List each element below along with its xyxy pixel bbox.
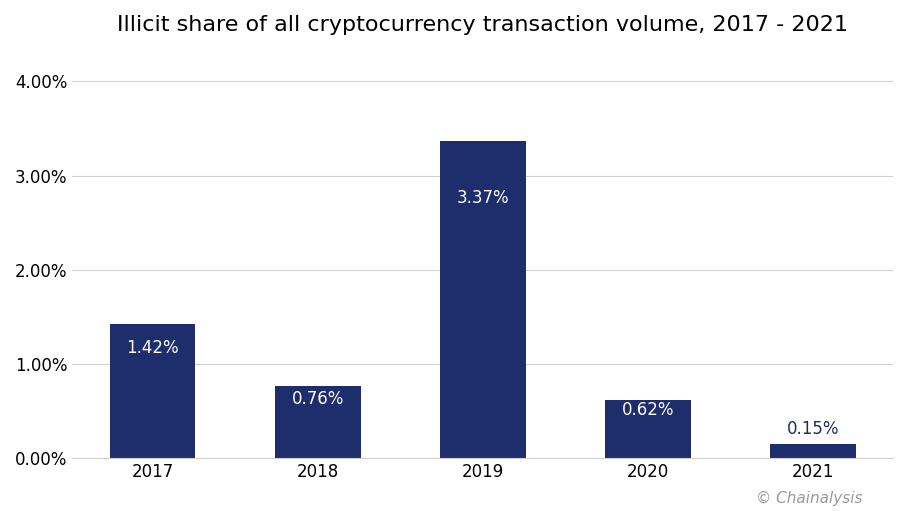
Text: 3.37%: 3.37% (457, 189, 509, 207)
Title: Illicit share of all cryptocurrency transaction volume, 2017 - 2021: Illicit share of all cryptocurrency tran… (117, 15, 848, 35)
Bar (605, 400, 691, 458)
Text: © Chainalysis: © Chainalysis (756, 491, 863, 506)
Text: 0.15%: 0.15% (786, 420, 839, 438)
Bar (770, 444, 855, 458)
Bar (439, 141, 526, 458)
Text: 0.62%: 0.62% (621, 401, 674, 419)
Bar (110, 324, 195, 458)
Text: 0.76%: 0.76% (291, 390, 344, 408)
Text: 1.42%: 1.42% (126, 339, 179, 358)
Bar (275, 386, 360, 458)
